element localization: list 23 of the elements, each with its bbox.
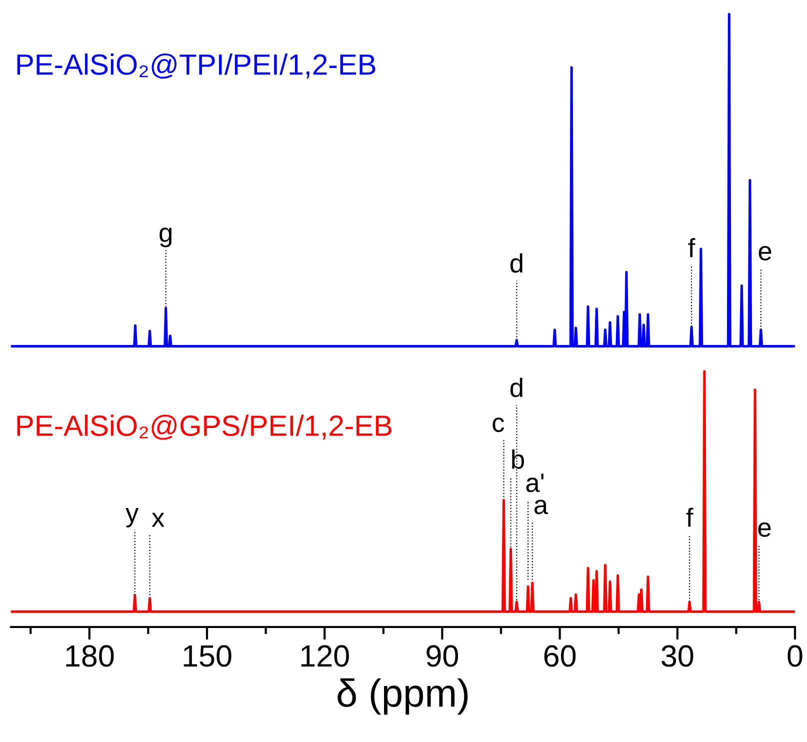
annotation: d [510,378,522,398]
x-tick-label: 150 [184,645,232,667]
x-axis-title: δ (ppm) [338,678,468,715]
annotation: x [152,512,164,527]
annotation: a' [526,474,544,492]
text: PE-AlSiO₂@GPS/PEI/1,2-EB [17,414,392,440]
annotation: e [758,246,772,260]
annotation: d [510,253,522,273]
x-tick-label: 0 [788,645,802,667]
text: PE-AlSiO₂@TPI/PEI/1,2-EB [17,53,376,79]
annotation: e [758,522,771,537]
x-tick-label: 90 [426,645,458,667]
annotation: f [686,508,694,527]
annotation: f [688,238,696,258]
x-tick-label: 120 [301,645,349,667]
annotation: a [534,500,548,514]
annotation: c [492,418,504,432]
x-tick-label: 60 [544,645,576,667]
annotation: y [126,508,139,528]
annotation: g [160,228,172,248]
x-tick-label: 30 [662,645,694,667]
x-tick-label: 180 [66,645,114,667]
annotation: b [512,449,524,469]
